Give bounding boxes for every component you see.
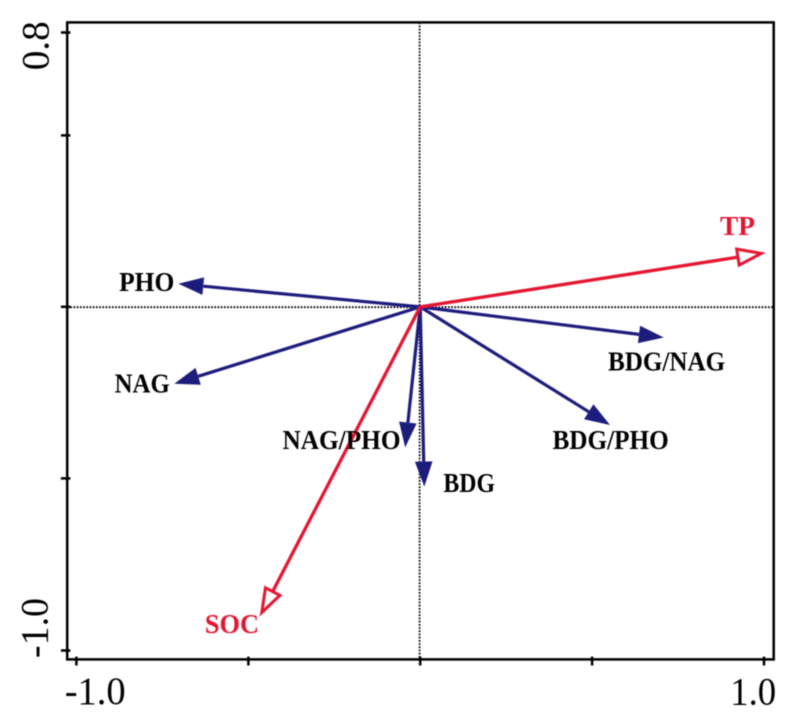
svg-text:1.0: 1.0 xyxy=(730,671,776,714)
svg-text:-1.0: -1.0 xyxy=(14,598,57,658)
svg-text:PHO: PHO xyxy=(119,267,174,297)
svg-text:NAG/PHO: NAG/PHO xyxy=(282,425,400,455)
svg-text:-1.0: -1.0 xyxy=(65,670,126,713)
svg-text:0.8: 0.8 xyxy=(15,21,58,70)
svg-text:NAG: NAG xyxy=(115,369,170,399)
svg-text:SOC: SOC xyxy=(205,609,259,639)
svg-text:TP: TP xyxy=(720,211,755,241)
svg-text:BDG/PHO: BDG/PHO xyxy=(552,425,668,455)
svg-text:BDG/NAG: BDG/NAG xyxy=(608,347,725,377)
svg-text:BDG: BDG xyxy=(443,468,495,498)
